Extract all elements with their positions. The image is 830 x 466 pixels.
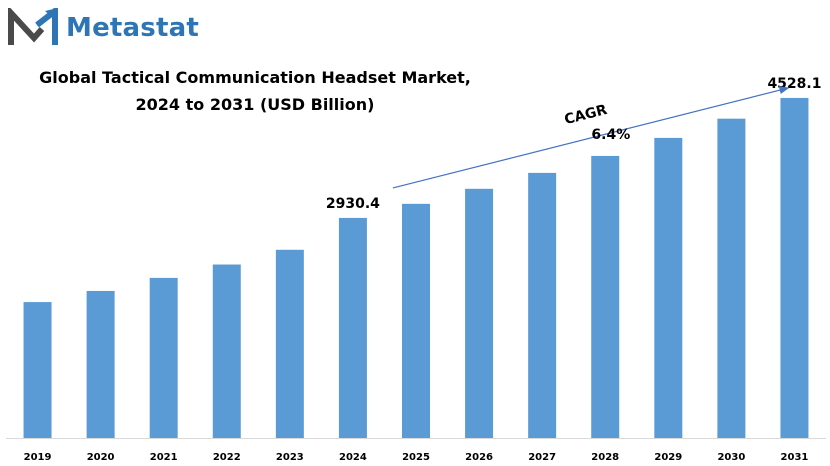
x-tick-label-2026: 2026 [465, 452, 493, 463]
metastat-m-logo-icon [8, 8, 58, 45]
bar-2031 [780, 97, 809, 439]
cagr-value: 6.4% [591, 127, 630, 143]
bar-2022 [212, 264, 241, 438]
bar-2024 [338, 217, 367, 438]
brand: Metastat [8, 6, 199, 50]
bar-2026 [465, 188, 494, 438]
cagr-arrow [392, 86, 790, 189]
data-label-2024: 2930.4 [326, 196, 380, 212]
x-tick-label-2024: 2024 [339, 452, 367, 463]
bar-2030 [717, 118, 746, 439]
cagr-label: CAGR [563, 102, 609, 128]
x-tick-label-2023: 2023 [276, 452, 304, 463]
bar-2029 [654, 137, 683, 438]
x-tick-label-2027: 2027 [528, 452, 556, 463]
x-tick-label-2031: 2031 [781, 452, 809, 463]
x-tick-label-2020: 2020 [87, 452, 115, 463]
chart-title: Global Tactical Communication Headset Ma… [20, 64, 490, 118]
x-tick-label-2021: 2021 [150, 452, 178, 463]
data-label-2031: 4528.1 [767, 76, 821, 92]
bar-2021 [149, 277, 178, 438]
bar-2028 [591, 155, 620, 439]
x-tick-label-2029: 2029 [654, 452, 682, 463]
bar-2027 [528, 172, 557, 438]
x-tick-label-2028: 2028 [591, 452, 619, 463]
brand-name: Metastat [66, 13, 199, 43]
x-tick-label-2030: 2030 [717, 452, 745, 463]
x-tick-label-2022: 2022 [213, 452, 241, 463]
bar-2019 [23, 302, 52, 438]
bar-2025 [402, 203, 430, 438]
chart-title-line-2: 2024 to 2031 (USD Billion) [135, 95, 375, 114]
bar-2020 [86, 290, 115, 438]
bar-2023 [275, 249, 304, 438]
x-tick-label-2019: 2019 [24, 452, 52, 463]
x-tick-label-2025: 2025 [402, 452, 430, 463]
chart-title-line-1: Global Tactical Communication Headset Ma… [39, 68, 471, 87]
